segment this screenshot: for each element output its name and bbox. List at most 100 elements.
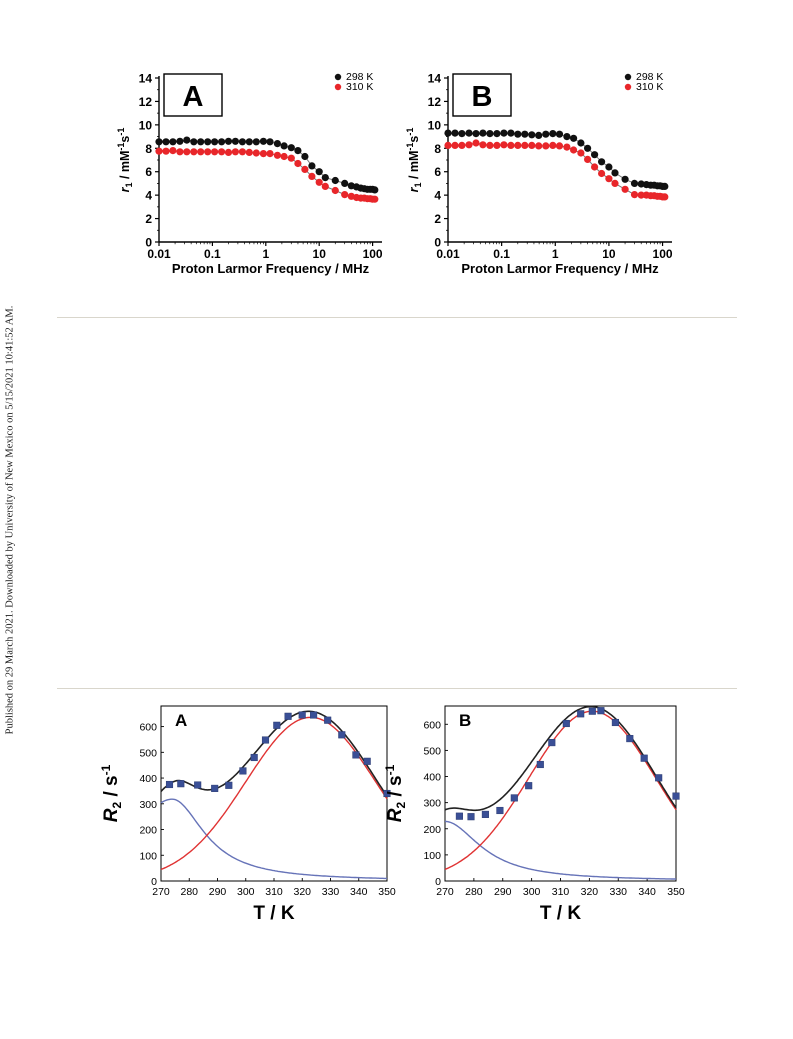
legend-label: 298 K	[636, 71, 663, 83]
y-tick-label: 200	[423, 824, 441, 836]
data-point	[562, 719, 570, 728]
data-point	[525, 782, 533, 790]
data-point	[598, 169, 606, 178]
x-axis-title: Proton Larmor Frequency / MHz	[461, 261, 659, 276]
data-point	[218, 138, 226, 146]
data-point	[197, 148, 205, 156]
x-tick-label: 330	[609, 886, 627, 898]
data-point	[252, 138, 260, 146]
data-point	[630, 179, 639, 187]
data-point	[563, 133, 571, 141]
data-point	[542, 130, 550, 138]
data-point	[294, 147, 302, 155]
y-axis-title-part: s	[118, 136, 132, 143]
data-point	[611, 179, 619, 187]
data-point	[555, 130, 564, 138]
data-point	[273, 140, 281, 148]
data-point	[259, 150, 267, 158]
y-axis-title-part: 1	[413, 183, 423, 188]
data-point	[284, 712, 292, 720]
y-tick-label: 0	[151, 876, 157, 888]
data-point	[321, 174, 329, 182]
data-point	[331, 176, 339, 185]
x-tick-label: 350	[667, 886, 685, 898]
data-point	[204, 148, 212, 156]
x-tick-label: 300	[523, 886, 541, 898]
panel-label: B	[459, 711, 471, 730]
y-axis-title-part: 2	[394, 802, 408, 809]
y-axis-title-part: s	[407, 136, 421, 143]
legend-marker	[334, 73, 342, 81]
data-point	[514, 141, 522, 149]
data-point	[486, 130, 494, 138]
data-point	[266, 138, 274, 146]
data-point	[563, 143, 571, 151]
data-point	[528, 131, 536, 139]
data-point	[605, 175, 613, 183]
panel-label: A	[175, 711, 187, 730]
data-point	[672, 792, 680, 800]
x-tick-label: 0.1	[204, 247, 221, 261]
data-point	[444, 141, 452, 149]
y-tick-label: 2	[145, 212, 152, 226]
data-point	[238, 138, 246, 146]
data-point	[224, 137, 233, 145]
data-point	[597, 707, 605, 715]
y-tick-label: 600	[139, 722, 157, 734]
data-point	[183, 136, 191, 144]
y-tick-label: 8	[145, 142, 152, 156]
legend-marker	[624, 73, 632, 81]
y-tick-label: 14	[139, 72, 153, 86]
data-point	[521, 130, 529, 138]
data-point	[500, 141, 508, 149]
x-tick-label: 0.1	[493, 247, 510, 261]
data-point	[605, 163, 613, 171]
y-tick-label: 0	[145, 236, 152, 250]
y-axis-title-part: -1	[116, 143, 126, 151]
data-point	[611, 169, 619, 177]
data-point	[261, 736, 270, 744]
data-point	[183, 148, 191, 156]
y-tick-label: 0	[435, 876, 441, 888]
x-tick-label: 100	[363, 247, 383, 261]
x-tick-label: 1	[552, 247, 559, 261]
data-point	[245, 138, 253, 146]
y-tick-label: 400	[139, 773, 157, 785]
fit-line	[448, 132, 665, 187]
data-point	[467, 813, 475, 821]
data-point	[341, 191, 349, 199]
data-point	[331, 186, 339, 195]
data-point	[570, 146, 578, 154]
data-point	[238, 148, 246, 156]
data-point	[190, 148, 198, 156]
y-tick-label: 500	[423, 745, 441, 757]
data-point	[521, 141, 529, 149]
data-point	[176, 148, 184, 156]
data-point	[637, 180, 645, 188]
data-point	[352, 751, 360, 759]
data-point	[308, 162, 316, 170]
data-point	[591, 151, 599, 159]
x-tick-label: 290	[494, 886, 512, 898]
fit-line	[448, 142, 665, 198]
panel-label-box	[163, 73, 223, 117]
y-tick-label: 100	[423, 850, 441, 862]
data-point	[204, 138, 212, 146]
data-point	[287, 144, 295, 152]
data-point	[315, 168, 323, 176]
data-point	[577, 710, 585, 718]
data-point	[218, 148, 226, 156]
y-axis-title: r1 / mM-1s-1	[116, 128, 134, 193]
data-point	[259, 137, 267, 145]
data-point	[626, 735, 634, 743]
y-axis-title: R2 / s-1	[383, 764, 408, 822]
x-tick-label: 310	[265, 886, 283, 898]
data-point	[472, 130, 480, 138]
data-point	[280, 142, 288, 150]
y-axis-title-part: R	[101, 808, 122, 822]
x-tick-label: 290	[209, 886, 227, 898]
y-tick-label: 6	[434, 165, 441, 179]
data-point	[621, 175, 629, 183]
data-point	[301, 165, 309, 173]
